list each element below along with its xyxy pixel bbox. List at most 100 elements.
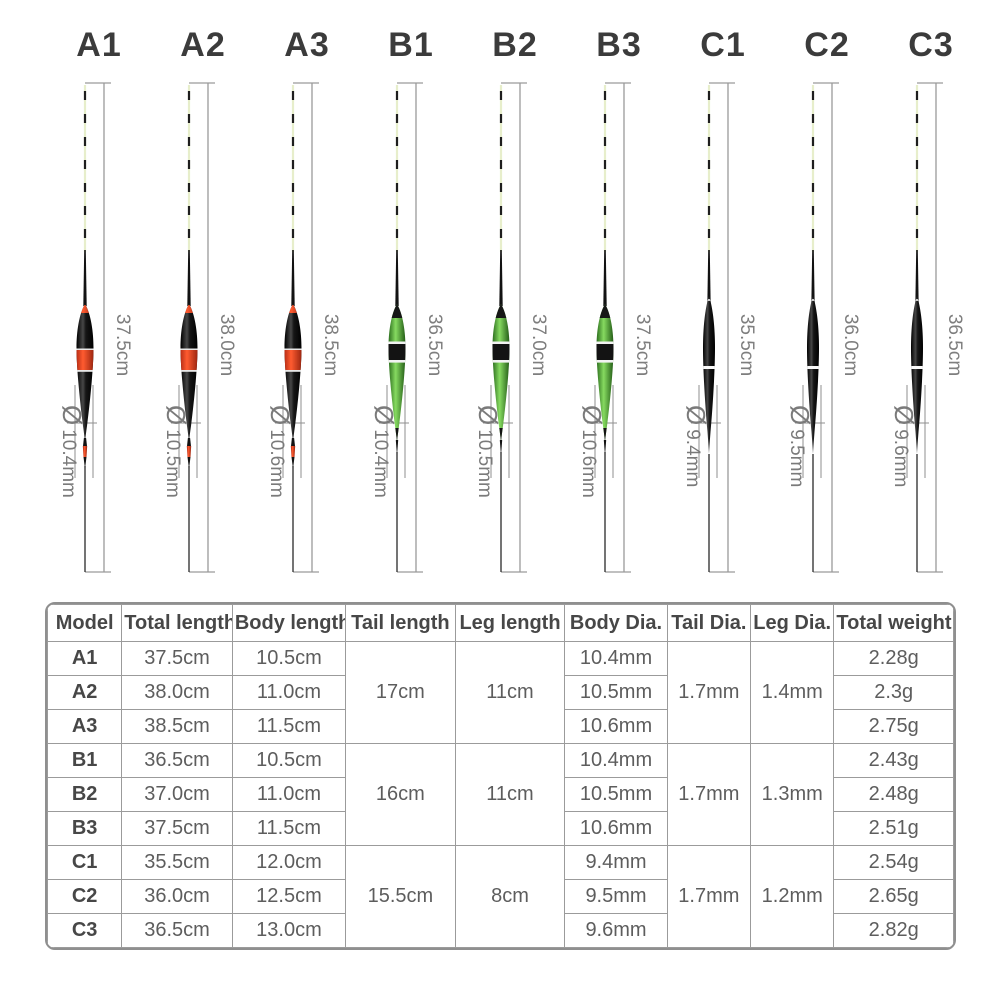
cell-tail-length-group-c: 15.5cm	[345, 845, 456, 948]
cell-total-length: 35.5cm	[121, 845, 233, 880]
float-diagram: 35.5cm Ø9.4mm	[681, 80, 757, 580]
diameter-icon: Ø	[369, 405, 399, 425]
fishing-float-graphic	[275, 83, 319, 572]
body-diameter-annotation: Ø10.5mm	[473, 405, 503, 498]
cell-model: A2	[47, 675, 123, 710]
cell-body-length: 10.5cm	[231, 641, 347, 676]
total-length-annotation: 37.0cm	[528, 314, 549, 376]
diameter-icon: Ø	[161, 405, 191, 425]
table-row: A2 38.0cm 11.0cm 10.5mm 2.3g	[47, 675, 954, 710]
float-model-label: B3	[596, 26, 642, 64]
fishing-float-graphic	[171, 83, 215, 572]
cell-total-weight: 2.54g	[833, 845, 954, 880]
fishing-float-graphic	[483, 83, 527, 572]
cell-total-weight: 2.75g	[833, 709, 954, 744]
cell-tail-length-group-a: 17cm	[345, 641, 456, 744]
body-diameter-annotation: Ø10.5mm	[161, 405, 191, 498]
float-diagram: 36.0cm Ø9.5mm	[785, 80, 861, 580]
table-row: C3 36.5cm 13.0cm 9.6mm 2.82g	[47, 913, 954, 948]
body-diameter-annotation: Ø10.6mm	[577, 405, 607, 498]
cell-total-length: 36.0cm	[121, 879, 233, 914]
col-header-body-dia: Body Dia.	[564, 604, 668, 642]
cell-body-length: 12.5cm	[231, 879, 347, 914]
diameter-icon: Ø	[57, 405, 87, 425]
float-column-c2: C2 36.0cm Ø9.5mm	[775, 0, 879, 580]
cell-body-dia: 10.6mm	[564, 811, 668, 846]
cell-body-length: 12.0cm	[231, 845, 347, 880]
cell-leg-length-group-c: 8cm	[454, 845, 566, 948]
float-model-label: B1	[388, 26, 434, 64]
cell-total-weight: 2.43g	[833, 743, 954, 778]
float-diagram: 37.5cm Ø10.4mm	[57, 80, 133, 580]
spec-table: Model Total length Body length Tail leng…	[47, 604, 954, 948]
cell-leg-length-group-b: 11cm	[454, 743, 566, 846]
total-length-annotation: 36.5cm	[944, 314, 965, 376]
cell-body-dia: 10.4mm	[564, 743, 668, 778]
cell-total-weight: 2.65g	[833, 879, 954, 914]
cell-total-weight: 2.51g	[833, 811, 954, 846]
col-header-tail-length: Tail length	[345, 604, 456, 642]
cell-tail-dia-group-c: 1.7mm	[666, 845, 752, 948]
cell-body-length: 11.5cm	[231, 811, 347, 846]
fishing-float-graphic	[587, 83, 631, 572]
float-diagram: 36.5cm Ø10.4mm	[369, 80, 445, 580]
table-row: A3 38.5cm 11.5cm 10.6mm 2.75g	[47, 709, 954, 744]
cell-tail-dia-group-b: 1.7mm	[666, 743, 752, 846]
table-row: C1 35.5cm 12.0cm 15.5cm 8cm 9.4mm 1.7mm …	[47, 845, 954, 948]
cell-body-length: 13.0cm	[231, 913, 347, 948]
diameter-icon: Ø	[265, 405, 295, 425]
col-header-tail-dia: Tail Dia.	[666, 604, 752, 642]
float-diagram: 38.0cm Ø10.5mm	[161, 80, 237, 580]
cell-body-length: 11.0cm	[231, 675, 347, 710]
fishing-float-graphic	[899, 83, 943, 572]
cell-body-dia: 10.4mm	[564, 641, 668, 676]
float-diagram: 38.5cm Ø10.6mm	[265, 80, 341, 580]
float-model-label: C2	[804, 26, 850, 64]
col-header-total-weight: Total weight	[833, 604, 954, 642]
table-row: C2 36.0cm 12.5cm 9.5mm 2.65g	[47, 879, 954, 914]
float-column-a2: A2 38.0cm Ø10.5mm	[151, 0, 255, 580]
col-header-body-length: Body length	[231, 604, 347, 642]
spec-table-container: Model Total length Body length Tail leng…	[45, 602, 956, 950]
diameter-icon: Ø	[681, 405, 711, 425]
cell-total-weight: 2.82g	[833, 913, 954, 948]
cell-total-weight: 2.48g	[833, 777, 954, 812]
float-model-label: C3	[908, 26, 954, 64]
diameter-icon: Ø	[785, 405, 815, 425]
total-length-annotation: 36.0cm	[840, 314, 861, 376]
body-diameter-annotation: Ø9.5mm	[785, 405, 815, 487]
cell-body-length: 11.0cm	[231, 777, 347, 812]
float-column-c1: C1 35.5cm Ø9.4mm	[671, 0, 775, 580]
cell-body-dia: 9.4mm	[564, 845, 668, 880]
cell-leg-dia-group-a: 1.4mm	[750, 641, 835, 744]
diameter-icon: Ø	[889, 405, 919, 425]
fishing-float-graphic	[379, 83, 423, 572]
cell-total-length: 37.5cm	[121, 641, 233, 676]
cell-leg-length-group-a: 11cm	[454, 641, 566, 744]
float-column-c3: C3 36.5cm Ø9.6mm	[879, 0, 983, 580]
float-model-label: A3	[284, 26, 330, 64]
float-column-a3: A3 38.5cm Ø10.6mm	[255, 0, 359, 580]
cell-total-length: 36.5cm	[121, 743, 233, 778]
float-diagram: 36.5cm Ø9.6mm	[889, 80, 965, 580]
cell-model: B3	[47, 811, 123, 846]
cell-tail-length-group-b: 16cm	[345, 743, 456, 846]
fishing-float-graphic	[691, 83, 735, 572]
table-row: B3 37.5cm 11.5cm 10.6mm 2.51g	[47, 811, 954, 846]
fishing-float-graphic	[795, 83, 839, 572]
cell-total-length: 38.5cm	[121, 709, 233, 744]
body-diameter-annotation: Ø9.6mm	[889, 405, 919, 487]
total-length-annotation: 37.5cm	[632, 314, 653, 376]
cell-body-dia: 10.6mm	[564, 709, 668, 744]
float-diagram: 37.0cm Ø10.5mm	[473, 80, 549, 580]
float-column-a1: A1 37.5cm Ø10.4mm	[47, 0, 151, 580]
float-column-b3: B3 37.5cm Ø10.6mm	[567, 0, 671, 580]
cell-model: C1	[47, 845, 123, 880]
cell-body-length: 11.5cm	[231, 709, 347, 744]
cell-total-length: 37.0cm	[121, 777, 233, 812]
total-length-annotation: 35.5cm	[736, 314, 757, 376]
cell-model: A3	[47, 709, 123, 744]
float-diagram: 37.5cm Ø10.6mm	[577, 80, 653, 580]
total-length-annotation: 36.5cm	[424, 314, 445, 376]
cell-body-dia: 10.5mm	[564, 777, 668, 812]
